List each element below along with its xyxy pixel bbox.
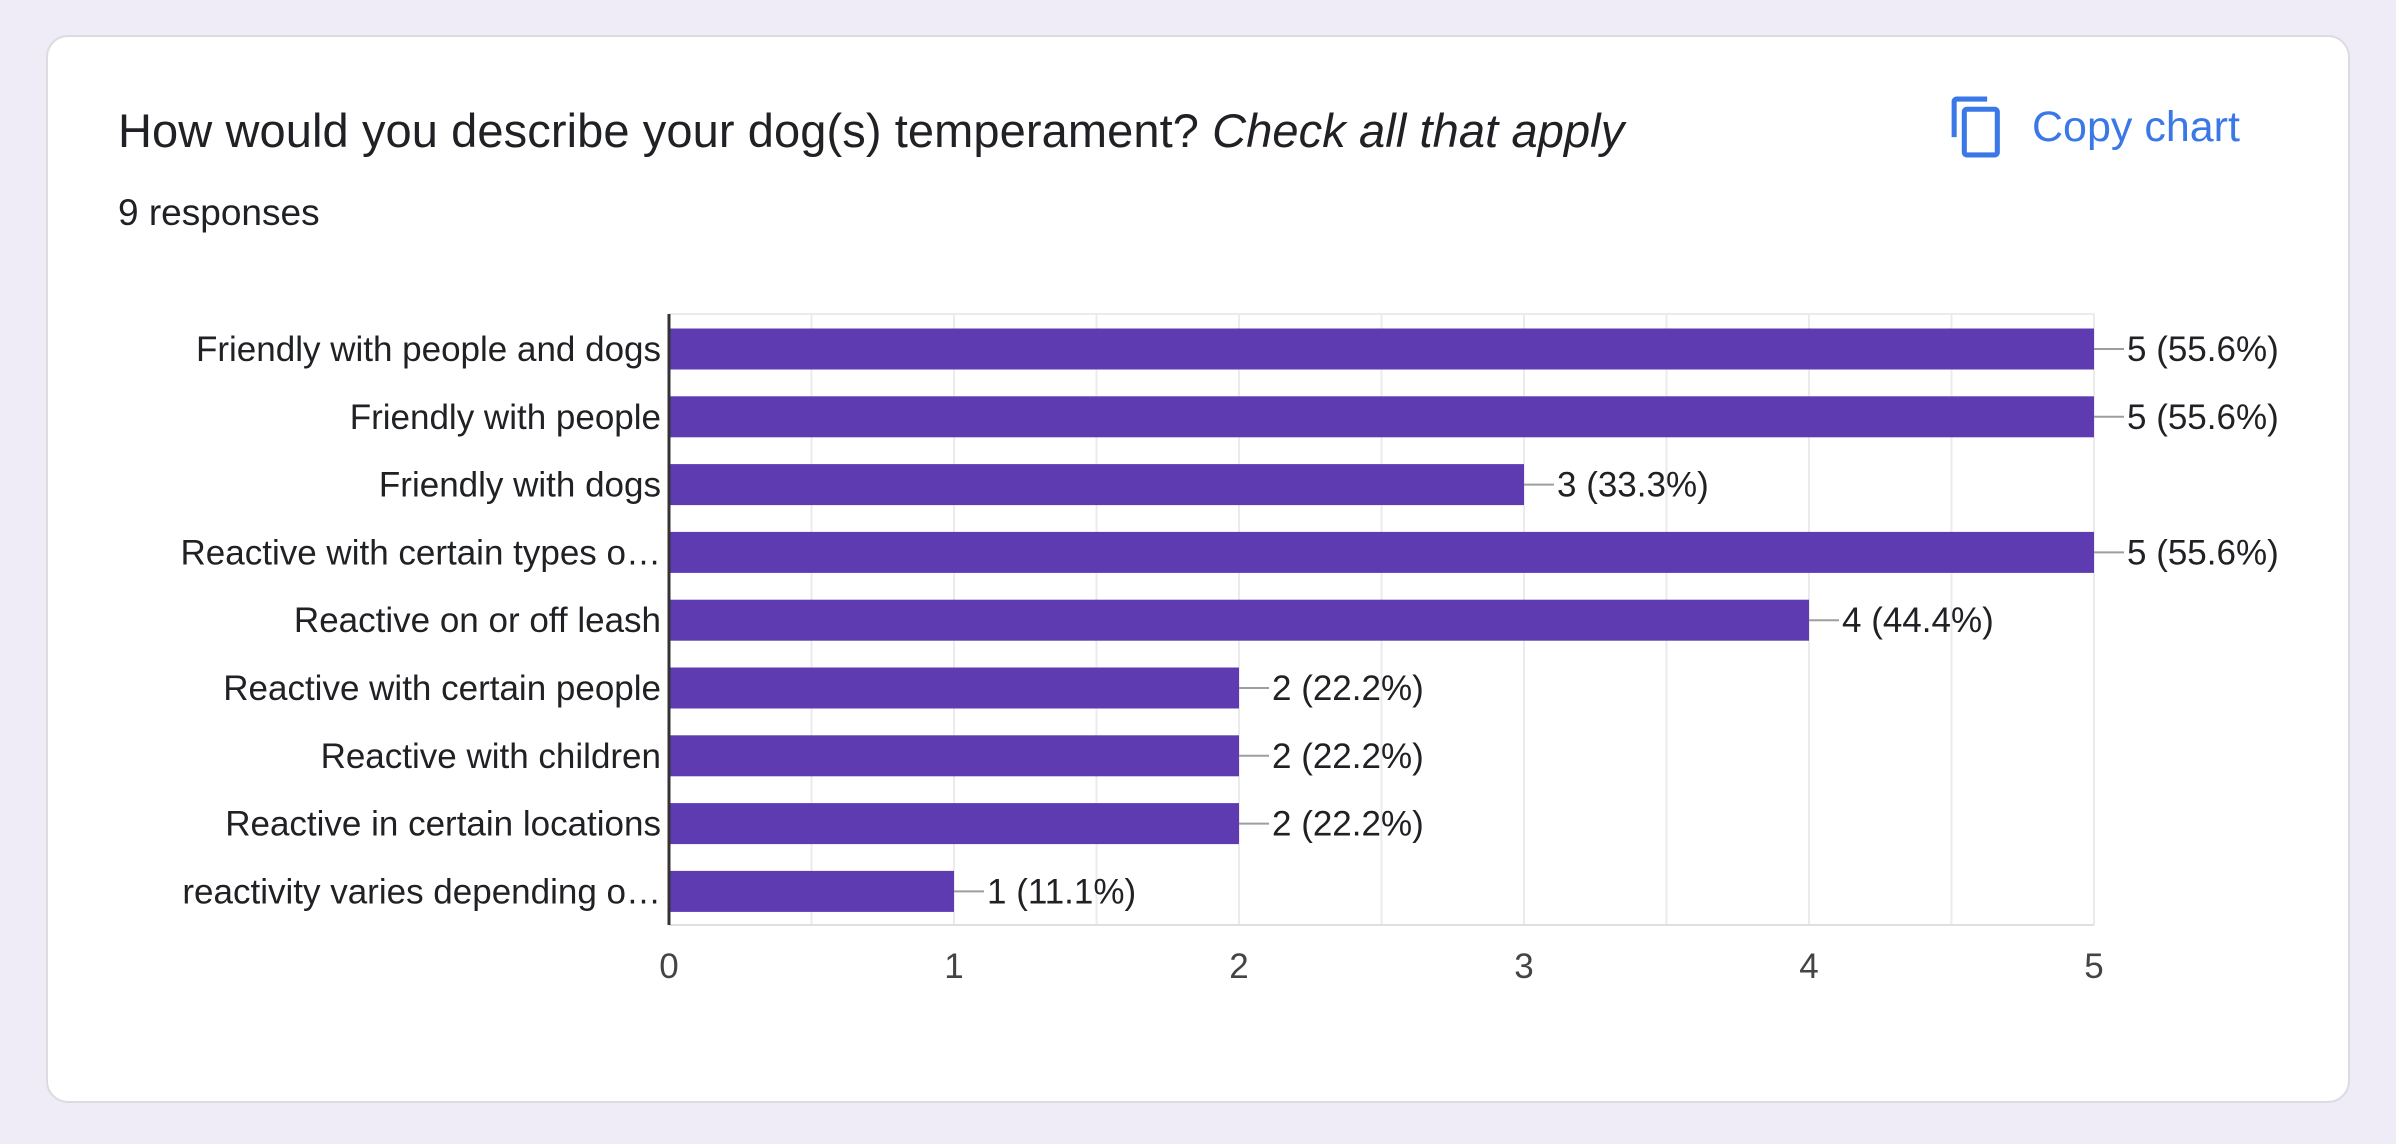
bar xyxy=(669,531,2094,573)
copy-chart-button[interactable]: Copy chart xyxy=(1946,92,2240,162)
bar xyxy=(669,735,1239,777)
copy-icon xyxy=(1951,96,2000,158)
x-tick-label: 4 xyxy=(1799,947,1818,986)
category-label: Reactive with certain people xyxy=(223,669,661,708)
category-label: Friendly with people xyxy=(350,398,661,437)
category-label: Friendly with dogs xyxy=(379,466,661,505)
copy-chart-label: Copy chart xyxy=(2032,102,2240,151)
category-label: Friendly with people and dogs xyxy=(196,330,661,369)
value-label: 5 (55.6%) xyxy=(2127,330,2279,369)
bar xyxy=(669,396,2094,438)
category-label: reactivity varies depending o… xyxy=(182,872,661,911)
category-label: Reactive with children xyxy=(321,737,661,776)
value-label: 3 (33.3%) xyxy=(1557,466,1709,505)
category-label: Reactive on or off leash xyxy=(294,601,661,640)
chart-title: How would you describe your dog(s) tempe… xyxy=(118,103,1624,158)
category-label: Reactive in certain locations xyxy=(225,805,661,844)
value-label: 4 (44.4%) xyxy=(1842,601,1994,640)
value-label: 2 (22.2%) xyxy=(1272,737,1424,776)
x-tick-label: 2 xyxy=(1229,947,1248,986)
value-label: 1 (11.1%) xyxy=(987,872,1136,911)
x-tick-label: 3 xyxy=(1514,947,1533,986)
value-label: 5 (55.6%) xyxy=(2127,398,2279,437)
bar xyxy=(669,667,1239,709)
x-tick-label: 5 xyxy=(2084,947,2103,986)
bar xyxy=(669,328,2094,370)
bar xyxy=(669,599,1809,641)
x-tick-label: 0 xyxy=(659,947,678,986)
value-label: 5 (55.6%) xyxy=(2127,533,2279,572)
bar xyxy=(669,464,1524,506)
title-italic: Check all that apply xyxy=(1212,104,1625,157)
x-tick-label: 1 xyxy=(944,947,963,986)
title-main: How would you describe your dog(s) tempe… xyxy=(118,104,1213,157)
value-label: 2 (22.2%) xyxy=(1272,805,1424,844)
category-label: Reactive with certain types o… xyxy=(181,533,661,572)
response-count: 9 responses xyxy=(118,192,320,233)
value-label: 2 (22.2%) xyxy=(1272,669,1424,708)
bar xyxy=(669,870,954,912)
bar xyxy=(669,803,1239,845)
